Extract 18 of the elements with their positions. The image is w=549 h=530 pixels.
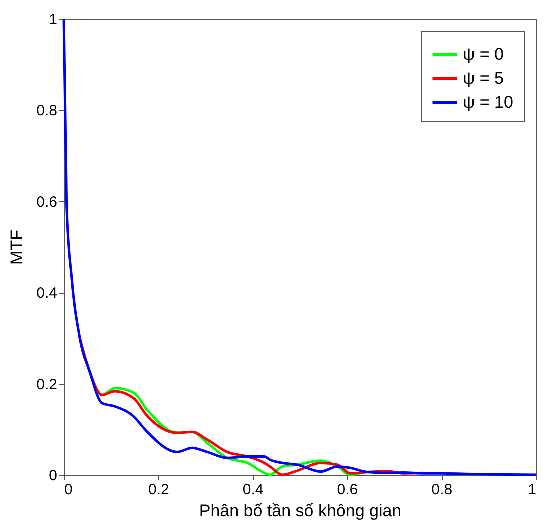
y-tick-label: 0 <box>49 468 58 484</box>
x-tick-label: 0.6 <box>337 482 358 498</box>
x-tick-label: 0 <box>64 482 73 498</box>
y-tick-label: 0.8 <box>36 102 58 120</box>
x-tick-label: 0.8 <box>432 482 453 498</box>
y-tick-label: 0.2 <box>36 376 58 394</box>
x-tick-label: 0.4 <box>242 482 264 498</box>
x-axis-title: Phân bố tần số không gian <box>199 502 402 520</box>
x-tick-label: 0.2 <box>148 482 170 498</box>
y-tick-label: 0.4 <box>36 285 58 302</box>
legend-label: ψ = 5 <box>463 69 504 88</box>
legend-label: ψ = 0 <box>463 45 504 64</box>
x-tick-label: 1 <box>528 482 536 498</box>
line-series <box>62 18 538 476</box>
legend-label: ψ = 10 <box>463 93 514 112</box>
y-axis-title: MTF <box>8 230 27 265</box>
y-tick-label: 1 <box>49 12 58 28</box>
y-tick-label: 0.6 <box>36 194 58 211</box>
